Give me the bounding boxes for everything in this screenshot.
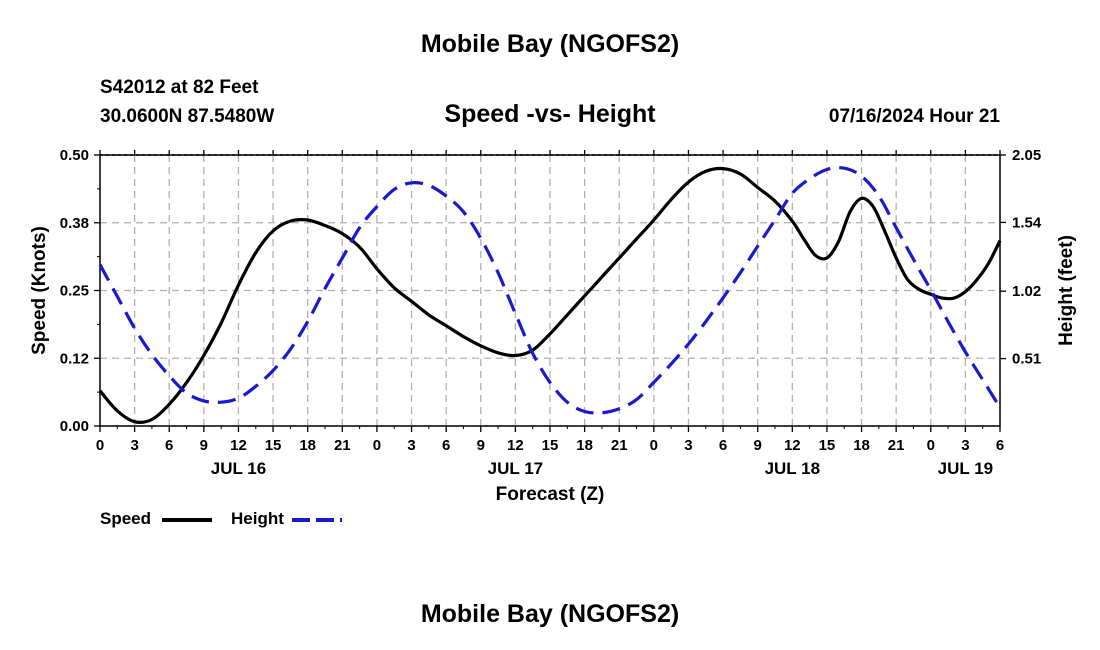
x-tick-label: 9 <box>754 437 762 454</box>
x-day-label: JUL 18 <box>765 459 820 478</box>
x-tick-label: 6 <box>719 437 727 454</box>
x-tick-label: 3 <box>407 437 415 454</box>
x-day-label: JUL 16 <box>211 459 266 478</box>
forecast-datetime: 07/16/2024 Hour 21 <box>828 106 1000 127</box>
y-tick-label: 0.25 <box>60 283 89 300</box>
footer-title: Mobile Bay (NGOFS2) <box>420 600 680 628</box>
y-tick-label: 0.50 <box>60 147 89 164</box>
x-tick-label: 21 <box>611 437 628 454</box>
x-tick-label: 18 <box>853 437 870 454</box>
x-tick-label: 9 <box>200 437 208 454</box>
x-tick-label: 6 <box>996 437 1004 454</box>
x-tick-label: 0 <box>927 437 935 454</box>
y2-tick-label: 1.02 <box>1012 283 1041 300</box>
y-tick-label: 0.38 <box>60 215 89 232</box>
x-tick-label: 21 <box>334 437 351 454</box>
x-tick-label: 0 <box>373 437 381 454</box>
y-axis-title: Speed (Knots) <box>29 226 50 355</box>
legend-speed-label: Speed <box>100 509 152 528</box>
y2-axis-title: Height (feet) <box>1056 235 1077 346</box>
chart-subtitle: Speed -vs- Height <box>444 100 656 128</box>
x-axis-title: Forecast (Z) <box>496 484 605 505</box>
x-tick-label: 12 <box>507 437 524 454</box>
y2-tick-label: 1.54 <box>1012 214 1042 231</box>
x-tick-label: 15 <box>819 437 836 454</box>
x-tick-label: 3 <box>130 437 138 454</box>
y2-tick-label: 2.05 <box>1012 147 1041 164</box>
x-tick-label: 3 <box>961 437 969 454</box>
y-tick-label: 0.12 <box>60 350 89 367</box>
y-tick-label: 0.00 <box>60 418 89 435</box>
x-tick-label: 12 <box>784 437 801 454</box>
x-tick-label: 15 <box>542 437 559 454</box>
x-day-label: JUL 17 <box>488 459 543 478</box>
station-coordinates: 30.0600N 87.5480W <box>100 106 275 127</box>
series-line-speed <box>98 166 1002 424</box>
x-tick-label: 21 <box>888 437 905 454</box>
legend-height-label: Height <box>231 509 284 528</box>
y2-tick-label: 0.51 <box>1012 351 1041 368</box>
station-label: S42012 at 82 Feet <box>100 77 259 98</box>
x-tick-label: 3 <box>684 437 692 454</box>
x-day-label: JUL 19 <box>938 459 993 478</box>
x-tick-label: 0 <box>650 437 658 454</box>
x-tick-label: 6 <box>442 437 450 454</box>
x-tick-label: 9 <box>477 437 485 454</box>
x-tick-label: 12 <box>230 437 247 454</box>
series-line-height <box>98 166 1002 415</box>
x-tick-label: 6 <box>165 437 173 454</box>
x-tick-label: 18 <box>299 437 316 454</box>
x-tick-label: 15 <box>265 437 282 454</box>
x-tick-label: 0 <box>96 437 104 454</box>
x-tick-label: 18 <box>576 437 593 454</box>
chart-title: Mobile Bay (NGOFS2) <box>420 30 680 58</box>
